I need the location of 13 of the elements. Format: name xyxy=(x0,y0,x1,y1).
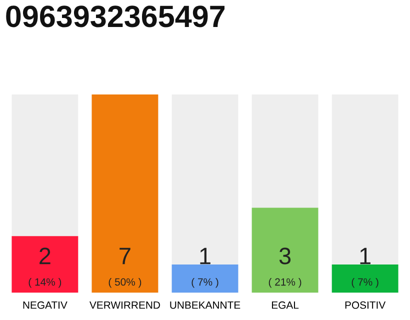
data-label: 3 ( 21% ) xyxy=(268,248,302,288)
x-tick-label: VERWIRREND xyxy=(90,302,160,309)
x-tick-label: POSITIV xyxy=(345,301,386,309)
data-label: 7 ( 50% ) xyxy=(108,248,142,288)
data-label: 2 ( 14% ) xyxy=(28,248,62,288)
x-tick-label: NEGATIV xyxy=(23,301,68,309)
bar xyxy=(172,264,238,293)
data-label: 1 ( 7% ) xyxy=(352,248,378,288)
chart-title: 0963932365497 xyxy=(6,6,224,28)
x-tick-label: EGAL xyxy=(272,301,299,309)
data-label: 1 ( 7% ) xyxy=(192,248,218,288)
bar xyxy=(332,264,398,293)
x-tick-label: UNBEKANNTE xyxy=(170,302,240,309)
